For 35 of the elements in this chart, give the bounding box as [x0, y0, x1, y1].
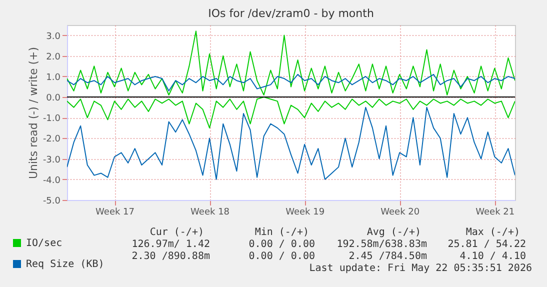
- y-tick-label: -5.0: [42, 196, 61, 206]
- text: 0.00 / 0.00: [248, 239, 315, 250]
- y-tick-label: 3.0: [46, 32, 61, 42]
- text: 192.58m/638.83m: [336, 239, 427, 250]
- x-tick-label: Week 21: [476, 208, 515, 218]
- legend-label: IO/sec: [26, 238, 62, 249]
- x-tick-label: Week 20: [380, 208, 420, 218]
- x-tick-label: Week 17: [96, 208, 135, 218]
- text: 4.10 / 4.10: [460, 251, 526, 262]
- text: 2.30 /890.88m: [132, 251, 210, 262]
- y-tick-label: 1.0: [46, 72, 61, 83]
- text: Last update: Fri May 22 05:35:51 2026: [309, 263, 532, 274]
- text: 126.97m/ 1.42: [132, 239, 210, 250]
- legend-label: Req Size (KB): [26, 259, 104, 270]
- y-tick-label: -3.0: [42, 155, 61, 166]
- x-tick-label: Week 18: [190, 208, 230, 218]
- text: 25.81 / 54.22: [448, 239, 526, 250]
- x-tick-label: Week 19: [286, 208, 325, 218]
- text: Max (-/+): [466, 227, 520, 238]
- line-series: [67, 106, 515, 180]
- y-tick-label: -1.0: [42, 114, 61, 124]
- y-tick-label: -4.0: [42, 176, 61, 186]
- y-axis-title: Units read (-) / write (+): [26, 46, 40, 180]
- text: Cur (-/+): [150, 227, 204, 238]
- y-tick-label: -2.0: [42, 134, 61, 145]
- y-tick-label: 0.0: [46, 94, 61, 104]
- y-tick-label: 2.0: [46, 52, 61, 62]
- text: Avg (-/+): [366, 227, 421, 238]
- line-series: [67, 96, 515, 128]
- text: 0.00 / 0.00: [248, 251, 315, 262]
- chart-title: IOs for /dev/zram0 - by month: [208, 7, 374, 20]
- text: 2.45 /784.50m: [348, 251, 427, 262]
- line-series: [67, 74, 515, 92]
- text: Min (-/+): [254, 227, 309, 238]
- line-series: [67, 30, 515, 96]
